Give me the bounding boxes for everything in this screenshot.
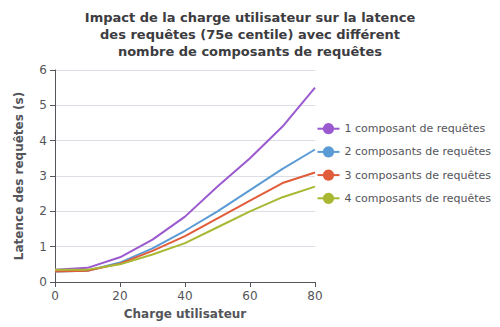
svg-text:3: 3 (39, 169, 47, 183)
svg-text:3 composants de requêtes: 3 composants de requêtes (344, 169, 491, 182)
svg-text:Latence des requêtes (s): Latence des requêtes (s) (12, 92, 26, 260)
svg-text:1 composant de requêtes: 1 composant de requêtes (344, 122, 485, 135)
svg-text:0: 0 (39, 275, 47, 289)
svg-text:80: 80 (307, 289, 322, 303)
svg-text:des requêtes (75e centile) ave: des requêtes (75e centile) avec différen… (100, 27, 400, 42)
svg-text:Impact de la charge utilisateu: Impact de la charge utilisateur sur la l… (85, 10, 416, 25)
svg-text:4: 4 (39, 134, 47, 148)
svg-text:2 composants de requêtes: 2 composants de requêtes (344, 145, 491, 158)
svg-text:1: 1 (39, 240, 47, 254)
svg-text:0: 0 (51, 289, 59, 303)
svg-text:40: 40 (177, 289, 192, 303)
svg-text:20: 20 (112, 289, 127, 303)
svg-text:2: 2 (39, 204, 47, 218)
svg-text:Charge utilisateur: Charge utilisateur (124, 307, 247, 321)
svg-text:6: 6 (39, 63, 47, 77)
svg-text:nombre de composants de requêt: nombre de composants de requêtes (118, 44, 382, 59)
svg-text:5: 5 (39, 98, 47, 112)
svg-text:4 composants de requêtes: 4 composants de requêtes (344, 192, 491, 205)
svg-text:60: 60 (242, 289, 257, 303)
